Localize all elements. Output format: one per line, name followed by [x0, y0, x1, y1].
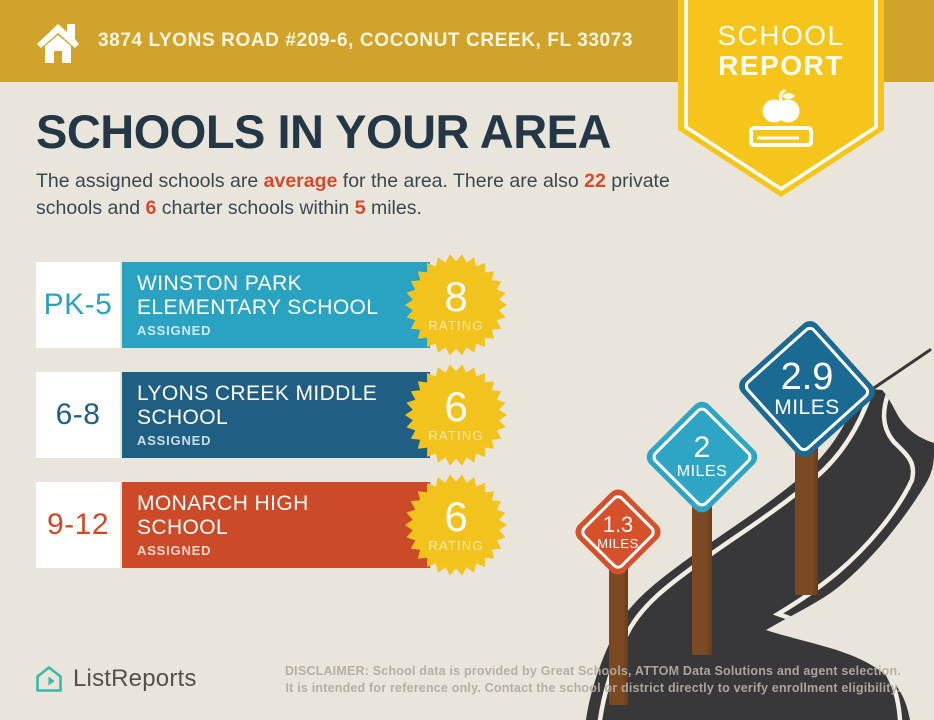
starburst-icon [405, 254, 507, 356]
intro-part: The assigned schools are [36, 170, 264, 192]
rating-value: 6 [444, 493, 468, 541]
page-title: SCHOOLS IN YOUR AREA [36, 105, 611, 158]
school-status: ASSIGNED [137, 542, 212, 558]
school-name: LYONS CREEK MIDDLE SCHOOL [137, 382, 378, 429]
ribbon-title-line2: REPORT [718, 50, 844, 81]
intro-highlight: average [263, 170, 338, 192]
school-name: WINSTON PARK ELEMENTARY SCHOOL [137, 272, 379, 319]
disclaimer-line1: School data is provided by Great Schools… [369, 664, 902, 678]
distance-unit: MILES [597, 535, 639, 551]
rating-label: RATING [428, 427, 484, 443]
grade-range-badge: 9-12 [36, 482, 120, 568]
diamond-sign-face: 1.3 MILES [571, 485, 665, 579]
distance-value: 2.9 [780, 356, 834, 398]
distance-sign-2-miles: 2 MILES [642, 397, 762, 517]
intro-highlight: 22 [584, 170, 606, 192]
intro-highlight: 5 [354, 196, 366, 219]
disclaimer-text: DISCLAIMER: School data is provided by G… [276, 663, 910, 696]
intro-text: The assigned schools are average for the… [36, 168, 688, 222]
school-bar: WINSTON PARK ELEMENTARY SCHOOL ASSIGNED [122, 262, 430, 348]
brand-name: ListReports [73, 665, 197, 692]
sign-text: 2 MILES [660, 415, 744, 499]
property-address: 3874 LYONS ROAD #209-6, COCONUT CREEK, F… [98, 30, 634, 51]
diamond-sign-face: 2 MILES [642, 397, 762, 517]
apple-on-book-icon [749, 89, 813, 147]
intro-part: for the area. There are also [337, 170, 585, 192]
house-outline-icon [36, 666, 62, 692]
rating-value: 6 [444, 383, 468, 431]
sign-post [692, 480, 712, 655]
rating-label: RATING [428, 317, 484, 333]
school-status: ASSIGNED [137, 432, 212, 448]
rating-badge: 6 RATING [404, 363, 508, 467]
rating-badge: 8 RATING [404, 253, 508, 357]
school-list: PK-5 WINSTON PARK ELEMENTARY SCHOOL ASSI… [36, 254, 516, 592]
sign-text: 1.3 MILES [585, 499, 651, 565]
distance-unit: MILES [676, 463, 728, 480]
ribbon-border [684, 0, 878, 192]
school-row-middle: 6-8 LYONS CREEK MIDDLE SCHOOL ASSIGNED 6… [36, 364, 516, 466]
sign-post [795, 440, 818, 595]
school-bar: LYONS CREEK MIDDLE SCHOOL ASSIGNED [122, 372, 430, 458]
intro-part: miles. [365, 196, 422, 219]
distance-sign-1-3-miles: 1.3 MILES [571, 485, 665, 579]
starburst-icon [405, 364, 507, 466]
rating-badge: 6 RATING [404, 473, 508, 577]
rating-value: 8 [444, 273, 468, 321]
intro-highlight: 6 [145, 196, 157, 219]
distance-value: 2 [693, 431, 711, 464]
ribbon-title-line1: SCHOOL [717, 20, 845, 51]
diamond-sign-face: 2.9 MILES [734, 316, 880, 462]
disclaimer-label: DISCLAIMER: [284, 664, 370, 678]
grade-range-badge: PK-5 [36, 262, 120, 348]
intro-part: charter schools within [156, 196, 355, 219]
listreports-logo: ListReports [34, 664, 197, 694]
distance-value: 1.3 [602, 511, 634, 537]
starburst-icon [405, 474, 507, 576]
rating-label: RATING [428, 537, 484, 553]
intro-part: private schools and [36, 170, 670, 219]
grade-range-badge: 6-8 [36, 372, 120, 458]
disclaimer-line2: It is intended for reference only. Conta… [285, 680, 901, 695]
distance-sign-2-9-miles: 2.9 MILES [734, 316, 880, 462]
school-row-elementary: PK-5 WINSTON PARK ELEMENTARY SCHOOL ASSI… [36, 254, 516, 356]
school-row-high: 9-12 MONARCH HIGH SCHOOL ASSIGNED 6 RATI… [36, 474, 516, 576]
distance-unit: MILES [774, 396, 840, 419]
sign-post [609, 555, 628, 705]
school-status: ASSIGNED [137, 322, 212, 338]
sign-text: 2.9 MILES [756, 338, 858, 440]
home-icon [37, 24, 79, 63]
school-bar: MONARCH HIGH SCHOOL ASSIGNED [122, 482, 430, 568]
school-name: MONARCH HIGH SCHOOL [137, 492, 309, 539]
